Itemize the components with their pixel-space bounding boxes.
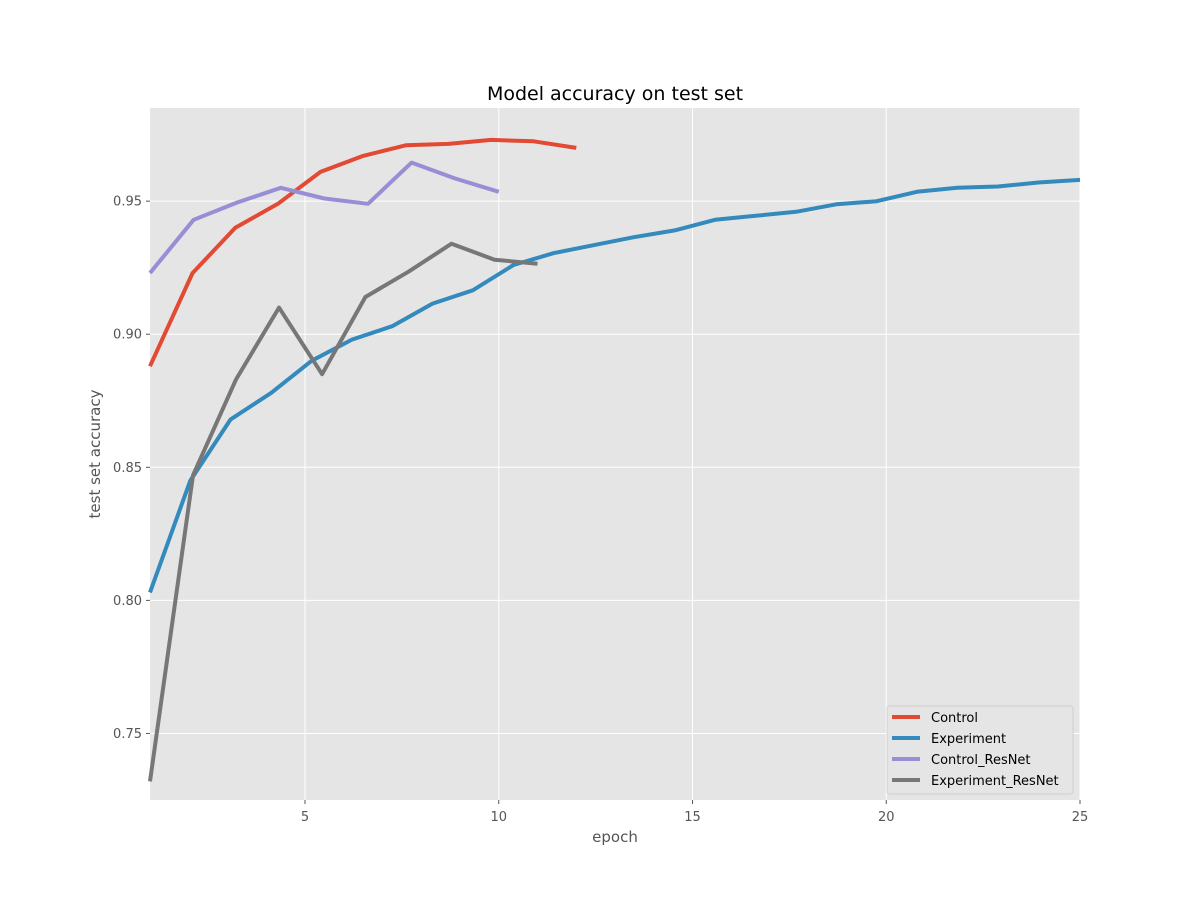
x-tick-label: 25 [1072, 810, 1089, 825]
chart-title: Model accuracy on test set [487, 83, 743, 105]
series-line-experiment [148, 177, 1081, 594]
x-axis-ticks: 5 10 15 20 25 [301, 800, 1088, 825]
y-axis-ticks: 0.75 0.80 0.85 0.90 0.95 [113, 195, 150, 742]
legend: Control Experiment Control_ResNet Experimen… [886, 705, 1074, 795]
y-tick-label: 0.95 [113, 195, 142, 210]
legend-box [886, 705, 1074, 795]
x-tick-label: 5 [301, 810, 309, 825]
x-tick-label: 20 [878, 810, 895, 825]
plot-area [150, 108, 1080, 800]
series-line-experiment-resnet [148, 241, 538, 782]
series-lines [148, 137, 1081, 782]
grid [150, 108, 1081, 800]
y-tick-label: 0.75 [113, 727, 142, 742]
legend-entry: Control [931, 711, 978, 726]
x-tick-label: 15 [684, 810, 701, 825]
y-tick-label: 0.80 [113, 594, 142, 609]
y-tick-label: 0.90 [113, 328, 142, 343]
legend-entry: Control_ResNet [931, 753, 1031, 768]
x-axis-label: epoch [592, 828, 638, 846]
y-tick-label: 0.85 [113, 461, 142, 476]
legend-entry: Experiment_ResNet [931, 774, 1059, 789]
legend-entry: Experiment [931, 732, 1006, 747]
x-tick-label: 10 [490, 810, 507, 825]
y-axis-label: test set accuracy [86, 389, 104, 518]
series-line-control [148, 137, 577, 368]
series-line-control-resnet [148, 160, 500, 275]
